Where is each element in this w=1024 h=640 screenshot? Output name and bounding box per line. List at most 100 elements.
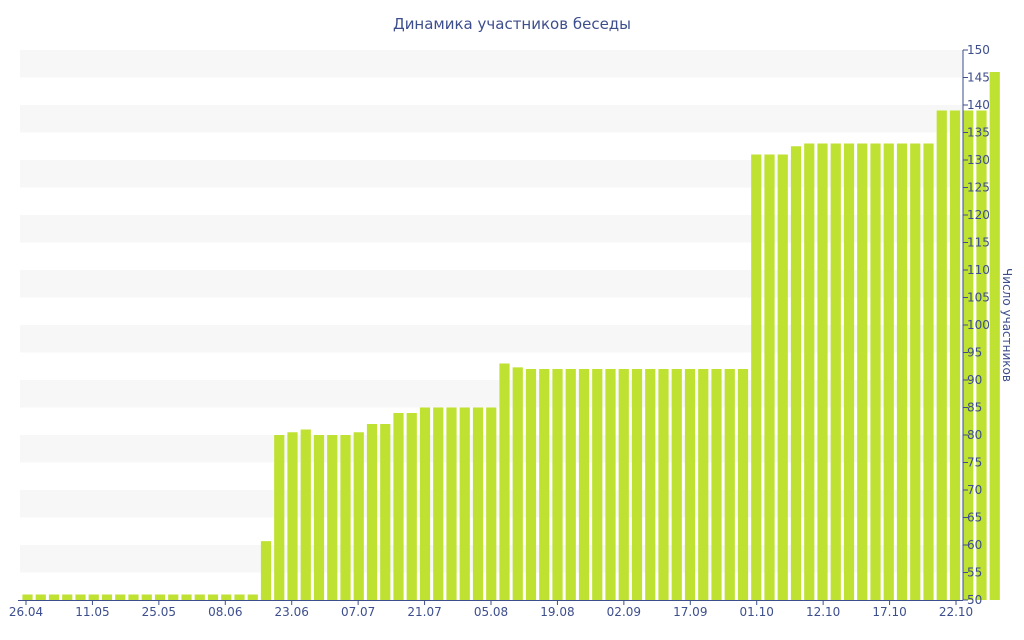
x-tick-label: 25.05 — [142, 605, 176, 619]
bar[interactable] — [406, 413, 417, 600]
bar[interactable] — [168, 594, 179, 601]
bar[interactable] — [658, 369, 669, 600]
bar[interactable] — [870, 143, 881, 601]
bar[interactable] — [247, 594, 258, 601]
bar[interactable] — [843, 143, 855, 601]
bar[interactable] — [274, 435, 285, 600]
y-tick-label: 55 — [967, 566, 982, 580]
bar[interactable] — [605, 369, 616, 600]
y-axis: 50 55 60 65 70 75 80 85 90 95 100 105 110 115 120 125 13… — [962, 43, 990, 607]
bar[interactable] — [671, 369, 682, 600]
y-tick-label: 125 — [967, 181, 990, 195]
bar[interactable] — [154, 594, 166, 601]
bar[interactable] — [419, 407, 431, 601]
bar[interactable] — [459, 407, 470, 601]
x-tick-label: 08.06 — [208, 605, 242, 619]
bar[interactable] — [141, 594, 152, 601]
bar[interactable] — [366, 424, 378, 600]
bar[interactable] — [737, 369, 749, 600]
y-tick-label: 145 — [967, 71, 990, 85]
bar[interactable] — [512, 367, 523, 600]
y-tick-label: 50 — [967, 593, 982, 607]
bar[interactable] — [830, 143, 841, 601]
bar[interactable] — [923, 143, 934, 601]
bar[interactable] — [817, 143, 828, 601]
bar[interactable] — [194, 594, 205, 601]
y-tick-label: 75 — [967, 456, 982, 470]
bar[interactable] — [499, 363, 510, 601]
y-tick-label: 135 — [967, 126, 990, 140]
bar[interactable] — [234, 594, 245, 601]
bar[interactable] — [896, 143, 908, 601]
bar[interactable] — [62, 594, 73, 601]
bar[interactable] — [751, 154, 762, 601]
y-tick-label: 80 — [967, 428, 982, 442]
bar[interactable] — [327, 435, 338, 600]
x-tick-label: 11.05 — [75, 605, 109, 619]
bar[interactable] — [539, 369, 550, 600]
bar[interactable] — [221, 594, 232, 601]
x-tick-label: 22.10 — [939, 605, 973, 619]
bar[interactable] — [446, 407, 457, 601]
x-tick-label: 23.06 — [275, 605, 309, 619]
bar[interactable] — [88, 594, 99, 601]
bar[interactable] — [128, 594, 139, 601]
bar-series — [22, 72, 1000, 601]
bar[interactable] — [645, 369, 656, 600]
bar[interactable] — [260, 541, 272, 600]
x-tick-label: 17.10 — [872, 605, 906, 619]
x-tick-label: 07.07 — [341, 605, 375, 619]
bar[interactable] — [578, 369, 590, 600]
bar[interactable] — [883, 143, 894, 601]
bar[interactable] — [711, 369, 722, 600]
bar[interactable] — [48, 594, 60, 601]
y-tick-label: 100 — [967, 318, 990, 332]
bar[interactable] — [565, 369, 576, 600]
bar[interactable] — [313, 435, 325, 600]
bar[interactable] — [989, 72, 1000, 600]
bar[interactable] — [976, 110, 987, 601]
bar[interactable] — [486, 407, 497, 601]
bar[interactable] — [35, 594, 46, 601]
bar[interactable] — [393, 413, 404, 600]
bar[interactable] — [433, 407, 444, 601]
bar[interactable] — [207, 594, 219, 601]
bar[interactable] — [910, 143, 921, 601]
grid-band — [20, 105, 963, 133]
bar[interactable] — [525, 369, 537, 600]
bar[interactable] — [764, 154, 775, 601]
bar[interactable] — [115, 594, 126, 601]
bar[interactable] — [698, 369, 709, 600]
bar[interactable] — [790, 146, 802, 600]
bar[interactable] — [592, 369, 603, 600]
bar[interactable] — [963, 110, 974, 601]
bar[interactable] — [618, 369, 629, 600]
bar[interactable] — [22, 594, 33, 601]
bar[interactable] — [300, 429, 311, 601]
bar[interactable] — [75, 594, 86, 601]
bar[interactable] — [552, 369, 563, 600]
bar[interactable] — [181, 594, 192, 601]
bar[interactable] — [724, 369, 735, 600]
bar[interactable] — [472, 407, 484, 601]
bar[interactable] — [804, 143, 815, 601]
y-tick-label: 120 — [967, 208, 990, 222]
grid-band — [20, 50, 963, 78]
bar[interactable] — [287, 432, 298, 600]
x-tick-label: 05.08 — [474, 605, 508, 619]
x-tick-label: 26.04 — [9, 605, 43, 619]
bar[interactable] — [857, 143, 868, 601]
bar[interactable] — [949, 110, 961, 601]
x-tick-label: 02.09 — [607, 605, 641, 619]
bar[interactable] — [380, 424, 391, 600]
y-tick-label: 140 — [967, 98, 990, 112]
bar[interactable] — [340, 435, 351, 600]
y-tick-label: 115 — [967, 236, 990, 250]
bar[interactable] — [777, 154, 788, 601]
bar[interactable] — [684, 369, 696, 600]
bar[interactable] — [101, 594, 113, 601]
bar[interactable] — [936, 110, 947, 601]
bar[interactable] — [631, 369, 643, 600]
bar[interactable] — [353, 432, 364, 600]
